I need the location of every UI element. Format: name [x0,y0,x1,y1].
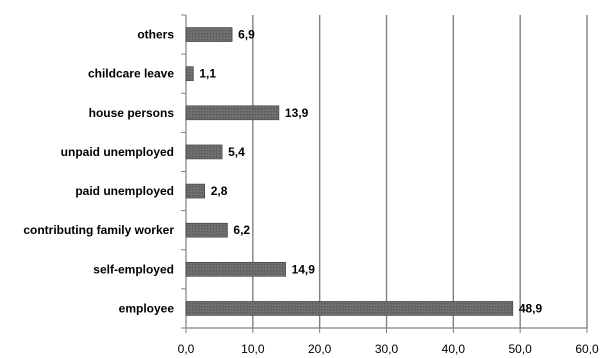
x-tick-label: 40,0 [442,342,466,356]
bar-others [185,27,233,42]
category-label: contributing family worker [23,223,174,237]
bars [185,27,514,316]
bar-house-persons [185,105,280,121]
x-tick-label: 20,0 [308,342,332,356]
axes [181,14,588,333]
x-tick-label: 60,0 [575,342,599,356]
value-label: 5,4 [228,145,245,159]
x-tick-label: 10,0 [241,342,265,356]
category-label: childcare leave [88,67,174,81]
category-label: house persons [89,106,175,120]
value-label: 6,2 [233,223,250,237]
category-label: self-employed [93,262,174,276]
bar-self-employed [185,262,286,277]
category-label: paid unemployed [75,184,174,198]
bar-contributing-family-worker [185,222,228,238]
value-label: 48,9 [519,301,543,315]
labels: 0,0 10,0 20,0 30,0 40,0 50,0 60,0 others 6,9 chil… [23,28,599,356]
value-label: 1,1 [199,67,216,81]
x-tick-label: 0,0 [178,342,195,356]
bar-childcare-leave [185,66,194,81]
value-label: 14,9 [292,262,316,276]
category-label: others [137,28,174,42]
value-label: 13,9 [285,106,309,120]
bar-employee [185,301,514,316]
value-label: 2,8 [211,184,228,198]
x-tick-label: 30,0 [375,342,399,356]
bar-paid-unemployed [185,183,206,199]
category-label: employee [119,301,175,315]
bar-unpaid-unemployed [185,144,223,160]
x-tick-label: 50,0 [508,342,532,356]
gridlines [252,15,588,328]
category-label: unpaid unemployed [61,145,174,159]
value-label: 6,9 [238,28,255,42]
